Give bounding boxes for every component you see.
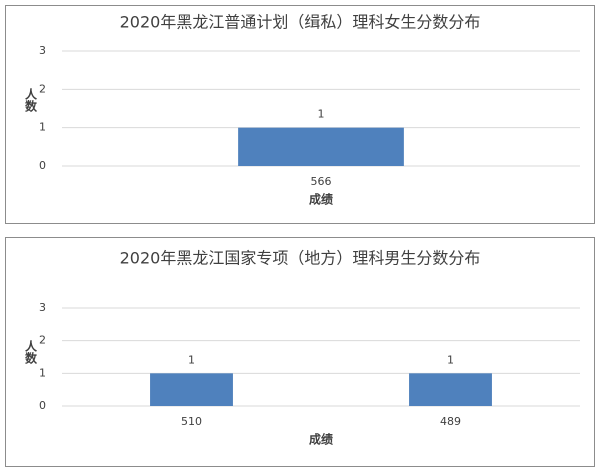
y-tick-label: 0 — [39, 399, 46, 412]
x-axis-title: 成绩 — [309, 432, 333, 447]
y-tick-label: 2 — [39, 334, 46, 347]
y-tick-label: 0 — [39, 159, 46, 172]
y-tick-label: 3 — [39, 301, 46, 314]
chart-title: 2020年黑龙江国家专项（地方）理科男生分数分布 — [120, 249, 481, 268]
bar — [150, 373, 233, 406]
y-tick-label: 3 — [39, 44, 46, 57]
x-tick-label: 489 — [440, 415, 461, 428]
chart-frame — [5, 237, 595, 467]
x-axis-title: 成绩 — [309, 192, 333, 207]
data-label: 1 — [188, 353, 195, 366]
bar — [238, 127, 404, 166]
chart-title: 2020年黑龙江普通计划（缉私）理科女生分数分布 — [120, 13, 481, 32]
x-tick-label: 566 — [311, 175, 332, 188]
data-label: 1 — [318, 108, 325, 121]
y-tick-label: 1 — [39, 121, 46, 134]
y-axis-title: 人数 — [24, 87, 38, 113]
y-tick-label: 2 — [39, 82, 46, 95]
bar — [409, 373, 492, 406]
y-axis-title: 人数 — [24, 339, 38, 365]
x-tick-label: 510 — [181, 415, 202, 428]
data-label: 1 — [447, 353, 454, 366]
chart-frame — [5, 5, 595, 224]
y-tick-label: 1 — [39, 366, 46, 379]
